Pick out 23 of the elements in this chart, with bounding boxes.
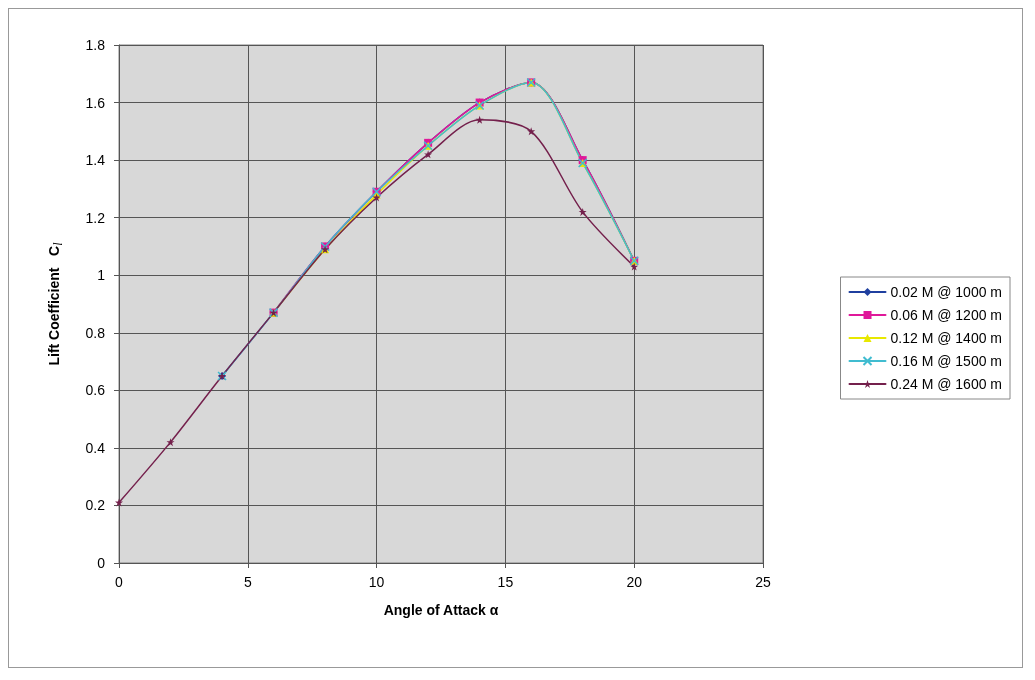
x-axis-title: Angle of Attack α: [383, 602, 499, 618]
legend-label: 0.06 M @ 1200 m: [890, 307, 1003, 323]
y-tick-label: 0.6: [85, 382, 106, 399]
legend-label: 0.24 M @ 1600 m: [890, 376, 1003, 392]
legend-label: 0.02 M @ 1000 m: [890, 284, 1003, 300]
legend-label: 0.12 M @ 1400 m: [890, 330, 1003, 346]
legend-label: 0.16 M @ 1500 m: [890, 353, 1003, 369]
y-tick-label: 0.8: [85, 324, 106, 341]
x-tick-label: 15: [497, 574, 514, 590]
y-tick-label: 1: [97, 267, 106, 284]
y-tick-label: 1.2: [85, 209, 106, 226]
y-axis-title: Lift Coefficient Cl: [46, 241, 65, 366]
x-tick-label: 25: [755, 574, 771, 590]
x-tick-label: 10: [368, 574, 385, 590]
y-tick-label: 1.8: [85, 37, 106, 53]
x-tick-label: 5: [243, 574, 252, 590]
x-tick-label: 0: [115, 574, 124, 590]
x-tick-label: 20: [626, 574, 643, 590]
y-tick-label: 1.6: [85, 94, 106, 111]
y-tick-label: 0: [97, 555, 106, 571]
y-tick-label: 1.4: [85, 152, 106, 169]
y-tick-label: 0.2: [85, 497, 106, 514]
y-tick-label: 0.4: [85, 439, 106, 456]
